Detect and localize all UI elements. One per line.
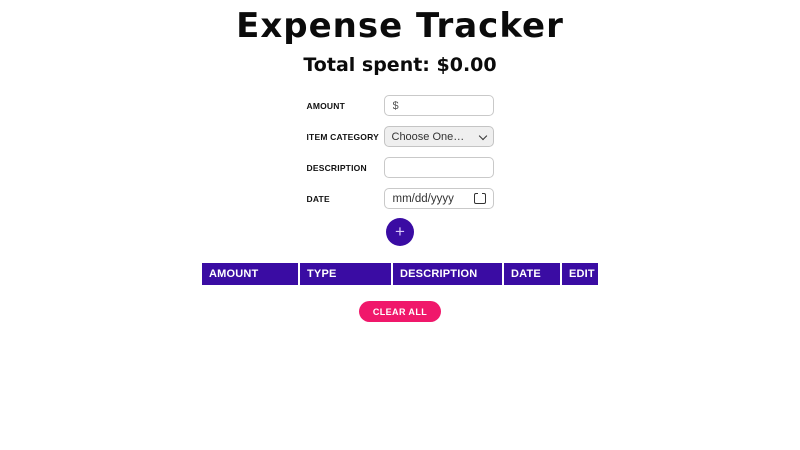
description-input[interactable] xyxy=(383,157,494,178)
date-row: DATE mm/dd/yyyy xyxy=(307,188,494,209)
table-header-row: AMOUNT TYPE DESCRIPTION DATE EDIT xyxy=(202,263,598,285)
expense-table-head: AMOUNT TYPE DESCRIPTION DATE EDIT xyxy=(202,263,598,285)
column-header-description: DESCRIPTION xyxy=(393,263,502,285)
date-placeholder: mm/dd/yyyy xyxy=(392,192,454,205)
expense-table: AMOUNT TYPE DESCRIPTION DATE EDIT xyxy=(200,261,600,287)
date-label: DATE xyxy=(306,193,330,204)
clear-all-button[interactable]: CLEAR ALL xyxy=(358,301,442,322)
date-input[interactable]: mm/dd/yyyy xyxy=(383,188,494,209)
expense-tracker-page: Expense Tracker Total spent: $0.00 AMOUN… xyxy=(0,7,800,450)
column-header-type: TYPE xyxy=(300,263,391,285)
calendar-icon[interactable] xyxy=(473,193,486,204)
plus-icon: + xyxy=(395,222,405,241)
description-label: DESCRIPTION xyxy=(306,162,367,173)
description-row: DESCRIPTION xyxy=(307,157,494,178)
amount-input[interactable] xyxy=(383,95,494,116)
amount-row: AMOUNT xyxy=(307,95,494,116)
category-select[interactable]: Choose One… xyxy=(383,126,494,147)
column-header-date: DATE xyxy=(504,263,560,285)
category-select-wrap: Choose One… xyxy=(383,126,494,147)
amount-label: AMOUNT xyxy=(306,100,345,111)
expense-form: AMOUNT ITEM CATEGORY Choose One… DESCRIP… xyxy=(307,95,494,209)
add-expense-button[interactable]: + xyxy=(386,218,414,246)
category-label: ITEM CATEGORY xyxy=(306,131,379,142)
total-spent: Total spent: $0.00 xyxy=(303,54,497,76)
column-header-edit: EDIT xyxy=(562,263,598,285)
category-row: ITEM CATEGORY Choose One… xyxy=(307,126,494,147)
page-title: Expense Tracker xyxy=(236,6,564,46)
column-header-amount: AMOUNT xyxy=(202,263,298,285)
